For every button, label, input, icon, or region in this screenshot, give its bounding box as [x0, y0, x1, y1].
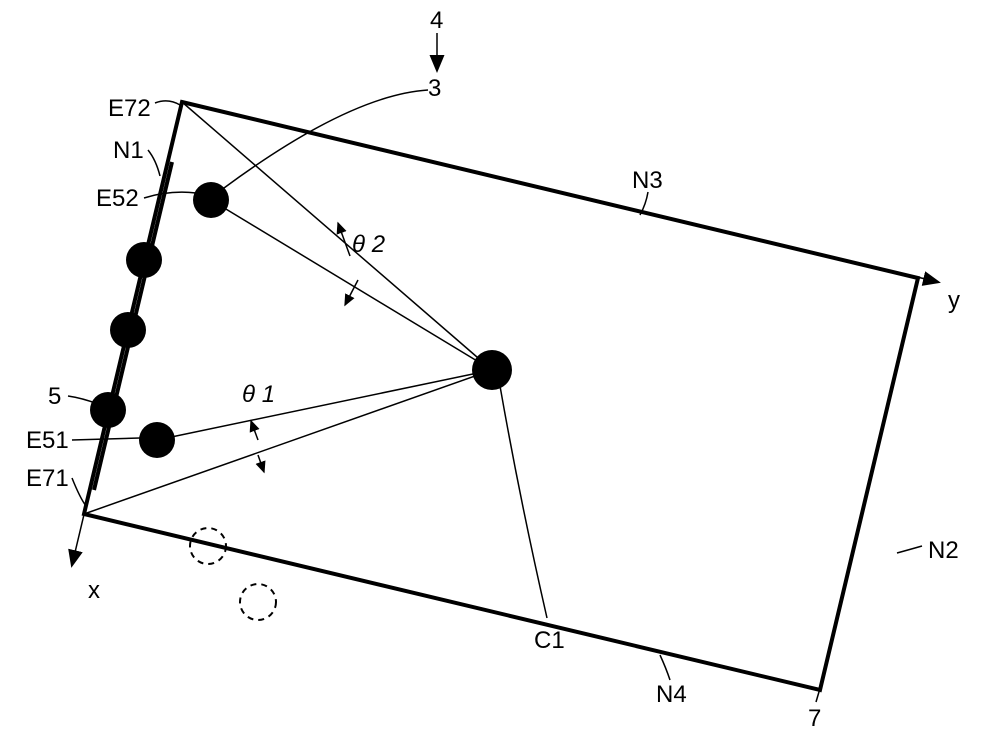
line-tl-c1: [182, 102, 492, 370]
label-e52: E52: [96, 185, 139, 212]
label-theta2: θ 2: [352, 231, 385, 258]
leader-n1: [148, 150, 160, 176]
label-n2: N2: [928, 537, 959, 564]
node-s3: [90, 392, 126, 428]
leader-n2: [897, 546, 922, 553]
label-c1: C1: [534, 627, 565, 654]
label-n4: N4: [656, 681, 687, 708]
label-x: x: [88, 577, 100, 604]
label-5: 5: [48, 383, 61, 410]
leader-c1: [500, 386, 547, 618]
label-y: y: [948, 287, 960, 314]
node-s1: [126, 242, 162, 278]
technical-diagram: 4 3 E72 N1 E52 θ 2 N3 y 5 θ 1 E51 E71 x …: [0, 0, 1000, 747]
label-n1: N1: [113, 137, 144, 164]
leader-3: [224, 90, 428, 188]
node-s2: [110, 312, 146, 348]
line-t3-c1: [211, 200, 492, 370]
leader-n4: [660, 655, 670, 680]
label-theta1: θ 1: [242, 381, 275, 408]
leader-e71: [72, 478, 86, 506]
leader-e72: [155, 101, 180, 105]
label-3: 3: [428, 75, 441, 102]
label-4: 4: [430, 7, 443, 34]
label-e72: E72: [108, 95, 151, 122]
node-b5: [139, 422, 175, 458]
dashed-circle-2: [240, 584, 276, 620]
label-n3: N3: [632, 167, 663, 194]
label-e51: E51: [26, 427, 69, 454]
node-c1: [472, 350, 512, 390]
leader-e51: [72, 438, 140, 440]
theta1-arrows: [251, 421, 264, 472]
leader-e52: [144, 192, 196, 198]
label-e71: E71: [26, 465, 69, 492]
label-7: 7: [808, 705, 821, 732]
